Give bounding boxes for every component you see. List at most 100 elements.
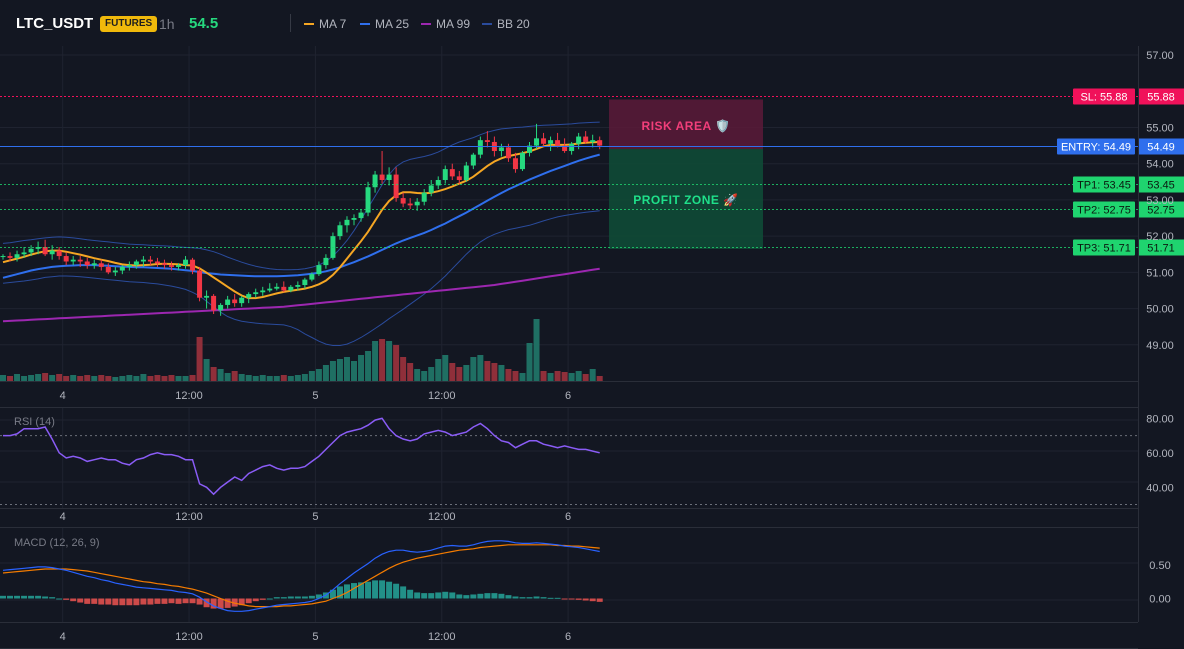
macd-histogram-bar xyxy=(505,595,512,599)
ma25-line xyxy=(2,153,600,279)
candle-body xyxy=(597,140,603,146)
bb-upper-line xyxy=(2,121,600,271)
volume-bars xyxy=(0,319,603,381)
candle-body xyxy=(288,286,294,291)
candle-body xyxy=(7,256,13,258)
candle-body xyxy=(21,252,27,255)
ma7-line xyxy=(2,141,600,300)
time-tick-label: 5 xyxy=(312,631,318,643)
macd-histogram-bar xyxy=(112,598,119,606)
legend-swatch-bb20 xyxy=(482,22,492,25)
symbol-title[interactable]: LTC_USDT xyxy=(16,15,94,32)
trade-zones: RISK AREA 🛡️ PROFIT ZONE 🚀 xyxy=(609,99,763,249)
volume-bar xyxy=(133,376,140,381)
macd-title: MACD (12, 26, 9) xyxy=(14,537,100,549)
volume-bar xyxy=(435,359,442,381)
volume-bar xyxy=(70,375,77,381)
volume-bar xyxy=(358,355,365,381)
timeframe-label[interactable]: 1h xyxy=(159,16,175,32)
macd-histogram-bar xyxy=(266,598,273,600)
legend-label-ma25: MA 25 xyxy=(375,17,410,31)
volume-bar xyxy=(442,355,449,381)
candle-body xyxy=(323,257,329,266)
candle-body xyxy=(400,198,406,204)
price-levels: SL: 55.88 55.88 ENTRY: 54.49 54.49 TP1: 53.4… xyxy=(0,88,1184,256)
macd-histogram-bar xyxy=(259,598,266,600)
volume-bar xyxy=(14,374,21,381)
volume-bar xyxy=(224,373,231,381)
candle-body xyxy=(555,140,561,146)
macd-histogram-bar xyxy=(28,595,35,599)
volume-bar xyxy=(414,369,421,381)
candle-body xyxy=(267,288,273,291)
legend-swatch-ma7 xyxy=(304,22,314,25)
level-axis-value: 54.49 xyxy=(1147,142,1175,154)
time-axis-strip xyxy=(0,508,1138,528)
macd-histogram-bar xyxy=(70,598,77,602)
legend-ma25[interactable]: MA 25 xyxy=(360,17,409,31)
risk-area-label: RISK AREA 🛡️ xyxy=(642,119,731,133)
macd-histogram-bar xyxy=(456,594,463,599)
price-tick-label: 54.00 xyxy=(1146,159,1174,171)
level-axis-tag-tp xyxy=(1139,176,1184,193)
volume-bar xyxy=(287,376,294,381)
macd-histogram-bar xyxy=(575,598,582,600)
candle-body xyxy=(84,261,90,266)
legend-ma7[interactable]: MA 7 xyxy=(304,17,346,31)
level-axis-tag-entry xyxy=(1139,138,1184,155)
macd-histogram-bar xyxy=(386,581,393,599)
macd-histogram-bar xyxy=(294,596,301,599)
candle-body xyxy=(548,140,554,144)
macd-histogram-bar xyxy=(372,580,379,599)
macd-histogram-bar xyxy=(343,584,350,599)
volume-bar xyxy=(105,376,112,381)
volume-bar xyxy=(84,375,91,381)
macd-histogram-bar xyxy=(379,580,386,599)
macd-histogram-bar xyxy=(182,598,189,604)
trading-chart[interactable]: RISK AREA 🛡️ PROFIT ZONE 🚀 SL: 55.88 55.8… xyxy=(0,46,1184,649)
macd-histogram-bar xyxy=(147,598,154,605)
candle-body xyxy=(534,138,540,146)
risk-area-box xyxy=(609,99,763,149)
legend-ma99[interactable]: MA 99 xyxy=(421,17,470,31)
volume-bar xyxy=(589,369,596,381)
macd-signal-line xyxy=(2,544,600,608)
legend-label-bb20: BB 20 xyxy=(497,17,530,31)
macd-histogram-bar xyxy=(519,597,526,599)
volume-bar xyxy=(119,376,126,381)
candle-body xyxy=(28,248,34,253)
candle-body xyxy=(309,274,315,280)
candle-body xyxy=(351,218,357,220)
candle-body xyxy=(70,259,76,262)
volume-bar xyxy=(568,373,575,381)
volume-bar xyxy=(498,365,505,381)
macd-histogram-bar xyxy=(189,598,196,604)
candle-body xyxy=(204,295,210,298)
candle-body xyxy=(176,265,181,267)
volume-bar xyxy=(126,375,133,381)
level-tag-entry xyxy=(1057,138,1135,155)
candle-body xyxy=(484,140,490,142)
macd-histogram-bar xyxy=(470,594,477,599)
volume-bar xyxy=(182,376,189,381)
macd-histogram-bar xyxy=(393,583,400,599)
level-tag-tp xyxy=(1073,176,1135,193)
volume-bar xyxy=(196,337,203,381)
macd-histogram-bar xyxy=(358,582,365,599)
volume-bar xyxy=(273,376,280,381)
macd-histogram-bar xyxy=(301,596,308,599)
candle-body xyxy=(407,203,413,206)
candle-body xyxy=(147,259,153,262)
volume-bar xyxy=(280,375,287,381)
volume-bar xyxy=(217,369,224,381)
time-tick-label: 4 xyxy=(60,511,66,523)
macd-histogram-bar xyxy=(63,598,70,600)
macd-histogram-bar xyxy=(351,583,357,599)
time-tick-label: 12:00 xyxy=(175,511,203,523)
price-tick-label: 51.00 xyxy=(1146,267,1174,279)
candle-body xyxy=(225,299,231,305)
volume-bar xyxy=(400,357,407,381)
candle-body xyxy=(428,185,434,193)
candle-body xyxy=(386,174,392,180)
legend-bb20[interactable]: BB 20 xyxy=(482,17,530,31)
